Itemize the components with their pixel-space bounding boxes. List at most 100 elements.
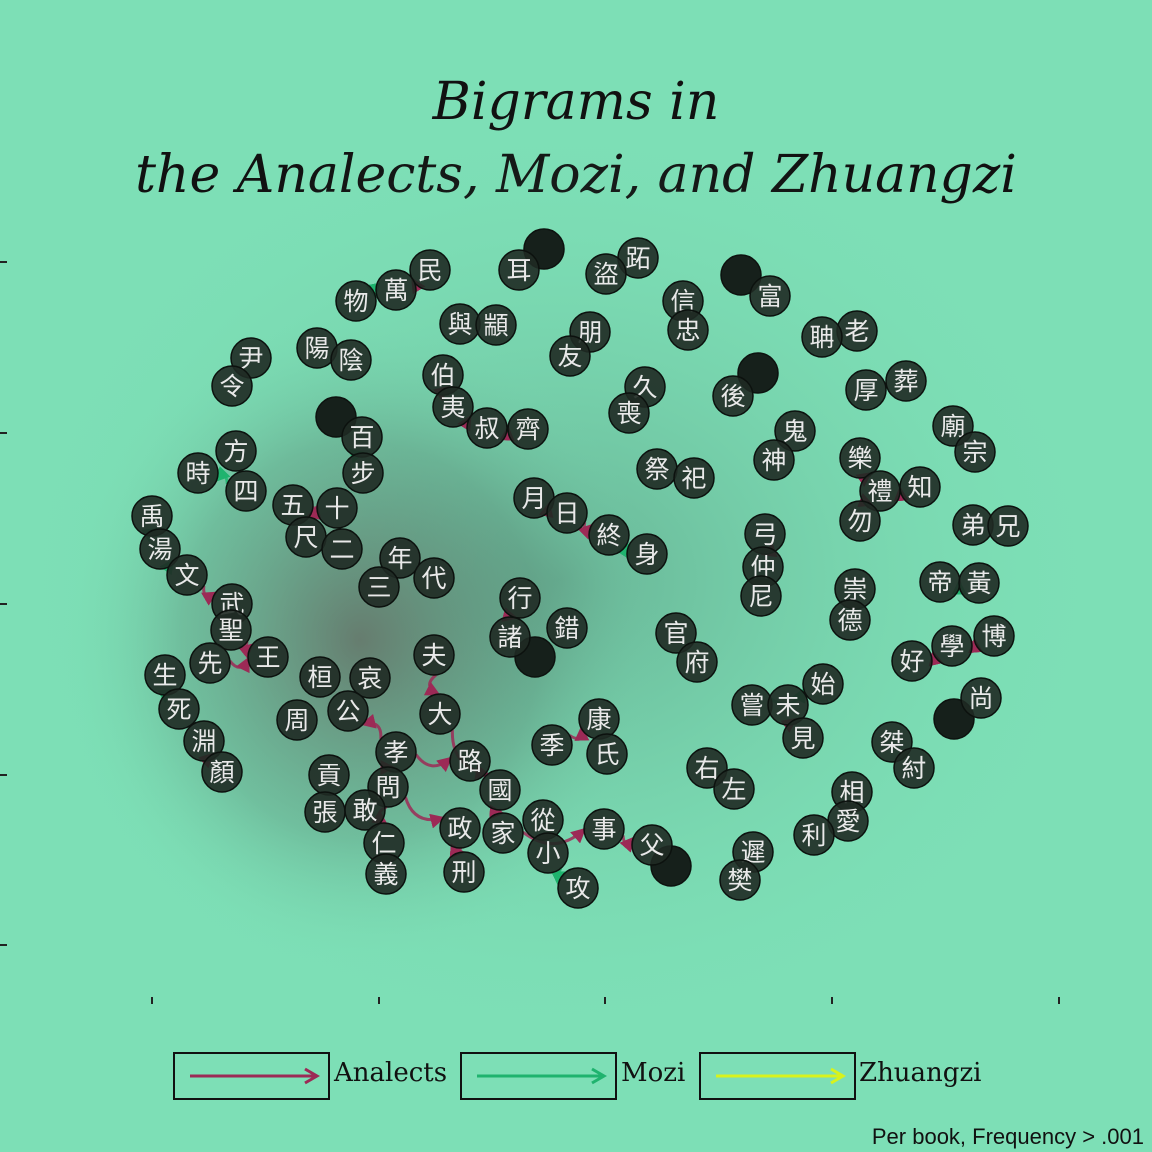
- node-label: 攻: [565, 874, 590, 903]
- nodes: 民萬物耳 跖盜富信忠 老聃與顓朋友尹令陽 陰伯夷叔 齊久喪後厚葬廟宗百步方時四五十尺二年…: [131, 237, 1029, 909]
- edge-analects: [619, 835, 636, 853]
- node: 家: [482, 812, 524, 854]
- node-label: 博: [981, 622, 1006, 651]
- node-label: 廟: [940, 412, 965, 441]
- node-circle: [586, 733, 628, 775]
- node: 宗: [954, 431, 996, 473]
- node-label: 富: [757, 282, 782, 311]
- node-label: 貢: [316, 761, 341, 790]
- node: 政: [439, 807, 481, 849]
- node: 學: [931, 625, 973, 667]
- node: 忠: [667, 309, 709, 351]
- node: 死: [158, 688, 200, 730]
- node-label: 從: [530, 806, 555, 835]
- node-label: 尚: [968, 684, 993, 713]
- node: 湯: [139, 528, 181, 570]
- node-label: 夫: [421, 641, 446, 670]
- node-circle: [719, 859, 761, 901]
- node: 四: [225, 470, 267, 512]
- node-label: 右: [694, 754, 719, 783]
- node-circle: [631, 824, 673, 866]
- node-label: 令: [219, 372, 244, 401]
- edge-analects: [228, 656, 250, 674]
- node: 葬: [885, 360, 927, 402]
- node: 刑: [443, 851, 485, 893]
- node: 黃: [958, 562, 1000, 604]
- node-label: 五: [280, 491, 305, 520]
- node-label: 府: [684, 648, 709, 677]
- node-circle: [667, 309, 709, 351]
- node-circle: [211, 365, 253, 407]
- node-circle: [225, 470, 267, 512]
- node: 弓: [744, 513, 786, 555]
- node-label: 黃: [966, 569, 991, 598]
- node-label: 路: [457, 747, 482, 776]
- node: 兄: [987, 505, 1029, 547]
- node-label: 後: [720, 382, 745, 411]
- node-circle: [829, 599, 871, 641]
- node: 跖: [617, 237, 659, 279]
- node: 從: [522, 799, 564, 841]
- node-label: 好: [899, 647, 924, 676]
- node-circle: [166, 554, 208, 596]
- node: 叔: [466, 407, 508, 449]
- node-label: 桀: [879, 728, 904, 757]
- node-circle: [793, 814, 835, 856]
- node-circle: [891, 640, 933, 682]
- node-label: 叔: [474, 414, 499, 443]
- axis-ticks: [0, 261, 1060, 1004]
- node: 事: [583, 808, 625, 850]
- node-label: 知: [907, 473, 932, 502]
- node-label: 步: [350, 459, 375, 488]
- node-circle: [802, 663, 844, 705]
- node: 盜: [585, 253, 627, 295]
- node-label: 葬: [893, 367, 918, 396]
- node-label: 二: [329, 535, 354, 564]
- node-label: 父: [639, 831, 664, 860]
- node-label: 事: [591, 815, 616, 844]
- node-label: 見: [790, 724, 815, 753]
- node: 三: [358, 566, 400, 608]
- node-label: 敢: [352, 796, 377, 825]
- node-circle: [489, 616, 531, 658]
- edge-analects: [403, 796, 446, 829]
- node-circle: [899, 466, 941, 508]
- node-circle: [183, 720, 225, 762]
- node: 老: [836, 310, 878, 352]
- node-circle: [507, 408, 549, 450]
- node-circle: [655, 612, 697, 654]
- node-label: 樂: [847, 444, 872, 473]
- node-circle: [958, 562, 1000, 604]
- node: 齊: [507, 408, 549, 450]
- node: 民: [409, 249, 451, 291]
- node-label: 利: [801, 821, 826, 850]
- node-label: 齊: [515, 415, 540, 444]
- node: 淵: [183, 720, 225, 762]
- node-circle: [531, 724, 573, 766]
- node-circle: [177, 452, 219, 494]
- node: 大: [419, 693, 461, 735]
- node: 勿: [839, 500, 881, 542]
- node: 行: [499, 577, 541, 619]
- node-label: 四: [233, 477, 258, 506]
- node-circle: [276, 699, 318, 741]
- node: 紂: [893, 747, 935, 789]
- node: 終: [588, 514, 630, 556]
- node: 尺: [285, 516, 327, 558]
- node: 鬼: [774, 410, 816, 452]
- node-marker: [720, 254, 762, 296]
- node: 神: [753, 439, 795, 481]
- node-circle: [327, 690, 369, 732]
- node-label: 祭: [644, 455, 669, 484]
- node-label: 顓: [483, 311, 508, 340]
- node: 聖: [210, 609, 252, 651]
- node-circle: [585, 253, 627, 295]
- node-label: 大: [427, 700, 452, 729]
- node: 夫: [413, 634, 455, 676]
- node-label: 學: [939, 632, 964, 661]
- legend-key-box: [460, 1052, 617, 1100]
- node-label: 左: [721, 775, 746, 804]
- node: 伯: [422, 354, 464, 396]
- node-circle: [365, 853, 407, 895]
- node-circle: [316, 487, 358, 529]
